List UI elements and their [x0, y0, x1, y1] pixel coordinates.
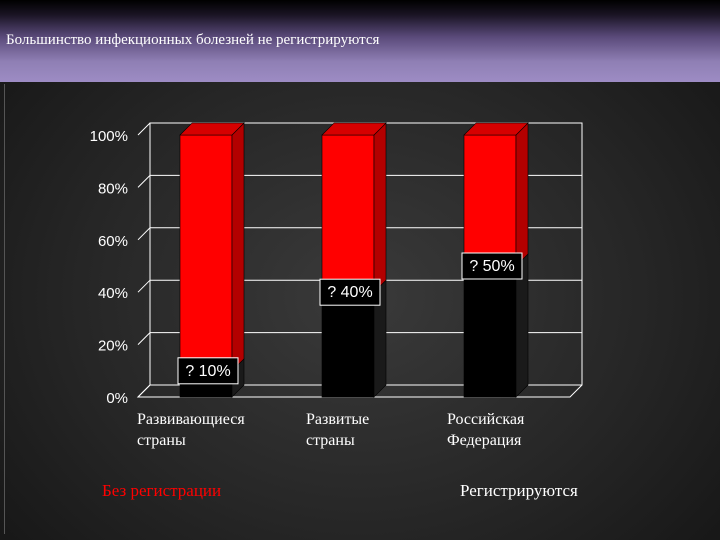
- bar-top-face: [463, 122, 529, 136]
- bar-unregistered-front: [463, 134, 517, 267]
- y-tick-label: 60%: [98, 233, 128, 250]
- y-tick-label: 80%: [98, 180, 128, 197]
- bar-registered-front: [463, 265, 517, 398]
- bar-unregistered-front: [179, 134, 233, 372]
- y-tick-label: 100%: [90, 128, 128, 145]
- gridline: [137, 384, 582, 398]
- bar-unregistered-side: [515, 122, 529, 267]
- category-label-line: Российская: [447, 411, 525, 428]
- gridline: [137, 174, 582, 188]
- bar-unregistered-front: [321, 134, 375, 293]
- bar-top-face: [179, 122, 245, 136]
- y-tick-label: 20%: [98, 338, 128, 355]
- category-label-line: Развитые: [306, 411, 370, 428]
- slide-title: Большинство инфекционных болезней не рег…: [6, 32, 380, 48]
- category-label-line: Развивающиеся: [137, 411, 245, 428]
- gridline: [137, 279, 582, 293]
- data-label-box: [177, 357, 239, 385]
- bar-top-face: [321, 122, 387, 136]
- category-label-line: страны: [137, 432, 186, 449]
- gridline: [137, 332, 582, 345]
- data-label-box: [461, 252, 523, 280]
- data-label: ? 40%: [327, 284, 372, 301]
- title-bar: Большинство инфекционных болезней не рег…: [0, 0, 720, 82]
- y-tick-label: 0%: [106, 390, 128, 407]
- category-label-developed: Развитые страны: [306, 409, 456, 451]
- legend-registered: Регистрируются: [460, 481, 578, 500]
- bar-unregistered-side: [373, 122, 387, 293]
- data-label: ? 10%: [185, 363, 230, 380]
- gridline: [137, 227, 582, 241]
- category-label-developing: Развивающиеся страны: [137, 409, 287, 451]
- gridline: [137, 122, 582, 136]
- slide-left-border: [4, 84, 5, 534]
- y-tick-label: 40%: [98, 285, 128, 302]
- bar-registered-front: [321, 291, 375, 398]
- bar-unregistered-side: [231, 122, 245, 372]
- category-label-line: страны: [306, 432, 355, 449]
- data-label-box: [319, 278, 381, 306]
- data-label: ? 50%: [469, 258, 514, 275]
- legend-unregistered: Без регистрации: [102, 481, 222, 500]
- category-label-russia: Российская Федерация: [447, 409, 597, 451]
- category-label-line: Федерация: [447, 432, 522, 449]
